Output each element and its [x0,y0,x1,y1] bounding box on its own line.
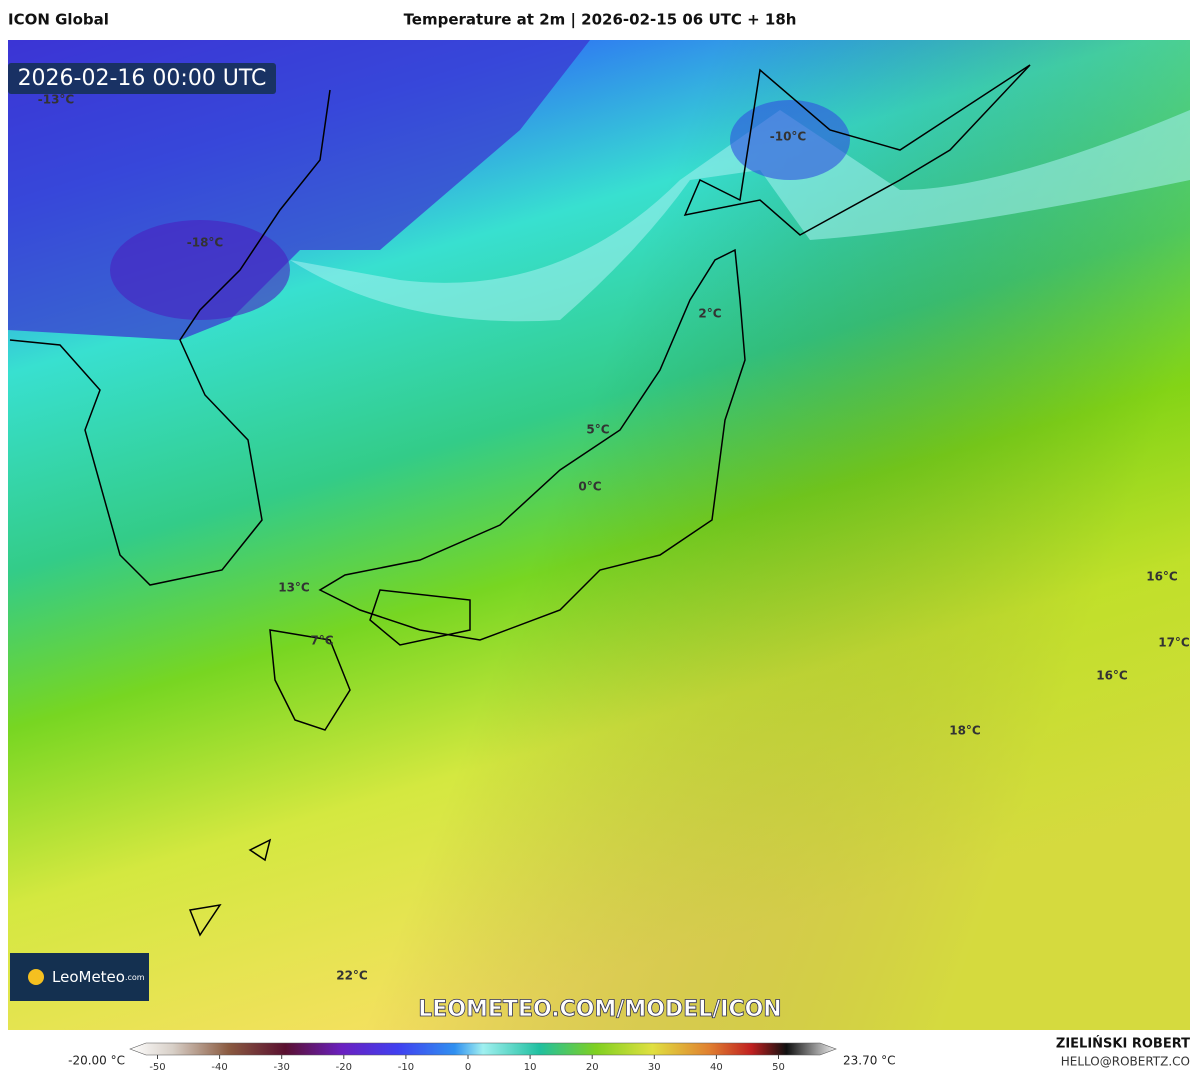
logo-text: LeoMeteo.com [52,968,145,986]
colorbar-tick-label: 0 [465,1062,471,1073]
temperature-label: 16°C [1146,570,1178,584]
colorbar-tick-label: -40 [211,1062,227,1073]
cold-core [730,100,850,180]
cold-core [110,220,290,320]
logo-sun [28,969,44,985]
temperature-label: 18°C [949,724,981,738]
logo-name: LeoMeteo [52,968,125,986]
temperature-label: -13°C [38,93,75,107]
temperature-label: 7°C [310,634,333,648]
colorbar-tick-label: -50 [149,1062,165,1073]
author: ZIELIŃSKI ROBERT [1056,1036,1190,1052]
colorbar-tick-label: -20 [336,1062,352,1073]
colorbar [129,1042,837,1056]
logo: LeoMeteo.com [10,953,149,1001]
time-box [8,63,276,94]
colorbar-tick-label: 50 [772,1062,785,1073]
map-title: Temperature at 2m | 2026-02-15 06 UTC + … [404,11,797,30]
temperature-label: 5°C [586,423,609,437]
temperature-label: 22°C [336,969,368,983]
colorbar-tick-label: -10 [398,1062,414,1073]
email: HELLO@ROBERTZ.CO [1061,1055,1190,1069]
colorbar-tick-label: -30 [274,1062,290,1073]
model-name: ICON Global [8,11,109,29]
colorbar-max: 23.70 °C [843,1054,896,1068]
colorbar-tick-label: 20 [586,1062,599,1073]
temperature-label: 13°C [278,581,310,595]
colorbar-tick-label: 40 [710,1062,723,1073]
coastlines [9,64,1031,937]
colorbar-tick-label: 30 [648,1062,661,1073]
colorbar-tick-label: 10 [524,1062,537,1073]
colorbar-min: -20.00 °C [68,1054,125,1068]
temperature-label: -18°C [187,236,224,250]
temperature-label: -10°C [770,130,807,144]
temperature-label: 2°C [698,307,721,321]
watermark: LEOMETEO.COM/MODEL/ICON [418,997,781,1022]
logo-suffix: .com [125,973,145,982]
temperature-label: 17°C [1158,636,1190,650]
temperature-label: 0°C [578,480,601,494]
valid-time: 2026-02-16 00:00 UTC [18,66,267,91]
temperature-label: 16°C [1096,669,1128,683]
